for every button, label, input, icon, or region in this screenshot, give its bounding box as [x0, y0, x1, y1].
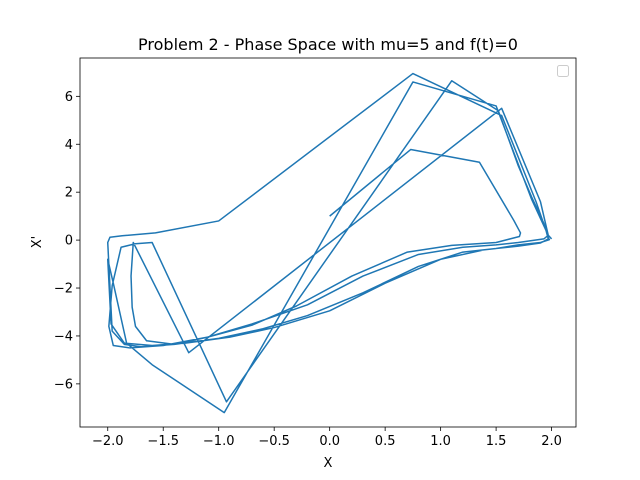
x-tick-label: 1.5	[486, 434, 507, 449]
plot-area	[80, 58, 576, 427]
y-ticks: −6 −4 −2 0 2 4 6	[54, 90, 80, 392]
y-tick-label: 0	[65, 234, 73, 249]
y-tick-label: 2	[65, 186, 73, 201]
x-tick-label: 2.0	[541, 434, 562, 449]
x-tick-label: 0.0	[319, 434, 340, 449]
x-tick-label: −1.0	[203, 434, 235, 449]
x-ticks: −2.0 −1.5 −1.0 −0.5 0.0 0.5 1.0 1.5 2.0	[92, 427, 562, 449]
y-tick-label: −6	[54, 377, 73, 392]
trajectory-line	[106, 72, 553, 414]
x-tick-label: −0.5	[258, 434, 290, 449]
y-tick-label: 4	[65, 138, 73, 153]
y-axis-label: X'	[30, 236, 45, 248]
axes-frame	[79, 57, 577, 428]
axes-border	[79, 57, 577, 428]
x-tick-label: 0.5	[375, 434, 396, 449]
legend-box	[557, 65, 569, 77]
x-tick-label: −1.5	[147, 434, 179, 449]
x-tick-label: −2.0	[92, 434, 124, 449]
chart-title: Problem 2 - Phase Space with mu=5 and f(…	[138, 35, 518, 54]
y-tick-label: −2	[54, 282, 73, 297]
y-tick-label: −4	[54, 329, 73, 344]
x-axis-label: X	[324, 456, 333, 471]
y-tick-label: 6	[65, 90, 73, 105]
x-tick-label: 1.0	[430, 434, 451, 449]
